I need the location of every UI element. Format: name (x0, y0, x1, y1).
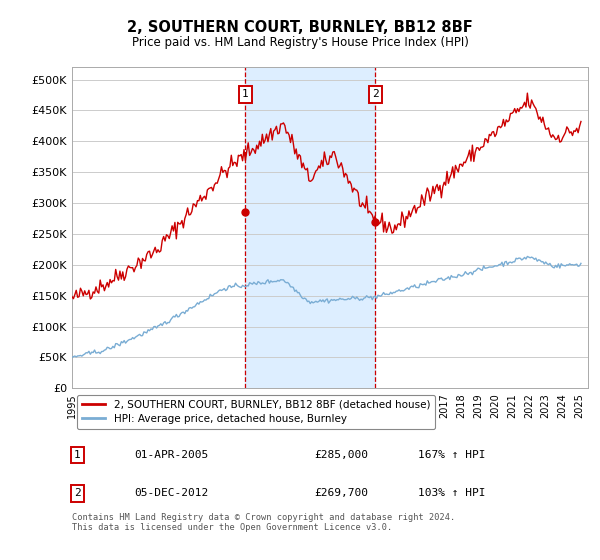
Text: 167% ↑ HPI: 167% ↑ HPI (418, 450, 485, 460)
Text: £285,000: £285,000 (314, 450, 368, 460)
Text: £269,700: £269,700 (314, 488, 368, 498)
Text: 2: 2 (372, 90, 379, 100)
Text: 05-DEC-2012: 05-DEC-2012 (134, 488, 208, 498)
Text: 1: 1 (242, 90, 249, 100)
Text: 2: 2 (74, 488, 80, 498)
Text: Price paid vs. HM Land Registry's House Price Index (HPI): Price paid vs. HM Land Registry's House … (131, 36, 469, 49)
Text: 103% ↑ HPI: 103% ↑ HPI (418, 488, 485, 498)
Legend: 2, SOUTHERN COURT, BURNLEY, BB12 8BF (detached house), HPI: Average price, detac: 2, SOUTHERN COURT, BURNLEY, BB12 8BF (de… (77, 394, 436, 429)
Text: 01-APR-2005: 01-APR-2005 (134, 450, 208, 460)
Bar (245, 67, 375, 388)
Text: Contains HM Land Registry data © Crown copyright and database right 2024.
This d: Contains HM Land Registry data © Crown c… (72, 513, 455, 532)
Text: 2, SOUTHERN COURT, BURNLEY, BB12 8BF: 2, SOUTHERN COURT, BURNLEY, BB12 8BF (127, 20, 473, 35)
Text: 1: 1 (74, 450, 80, 460)
